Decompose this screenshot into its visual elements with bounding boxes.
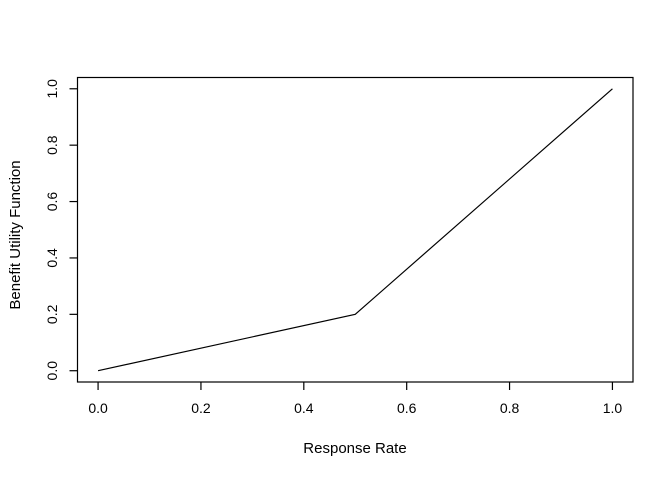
x-tick-label: 0.0	[88, 400, 108, 416]
x-tick-label: 0.8	[500, 400, 520, 416]
y-tick-label: 1.0	[44, 79, 60, 99]
y-tick-label: 0.2	[44, 304, 60, 324]
x-tick-label: 0.2	[191, 400, 211, 416]
plot-border	[76, 76, 634, 383]
x-axis: 0.0 0.2 0.4 0.6 0.8 1.0	[88, 382, 622, 416]
y-tick-label: 0.4	[44, 248, 60, 268]
x-tick-label: 1.0	[603, 400, 623, 416]
y-axis: 0.0 0.2 0.4 0.6 0.8 1.0	[44, 79, 78, 381]
data-series-group	[97, 88, 613, 372]
x-tick-label: 0.4	[294, 400, 314, 416]
y-tick-label: 0.6	[44, 192, 60, 212]
y-tick-label: 0.8	[44, 135, 60, 155]
y-axis-title: Benefit Utility Function	[7, 160, 24, 309]
x-tick-label: 0.6	[397, 400, 417, 416]
x-axis-title: Response Rate	[303, 440, 406, 457]
y-tick-label: 0.0	[44, 361, 60, 381]
data-line-benefit-utility-curve	[97, 88, 613, 372]
